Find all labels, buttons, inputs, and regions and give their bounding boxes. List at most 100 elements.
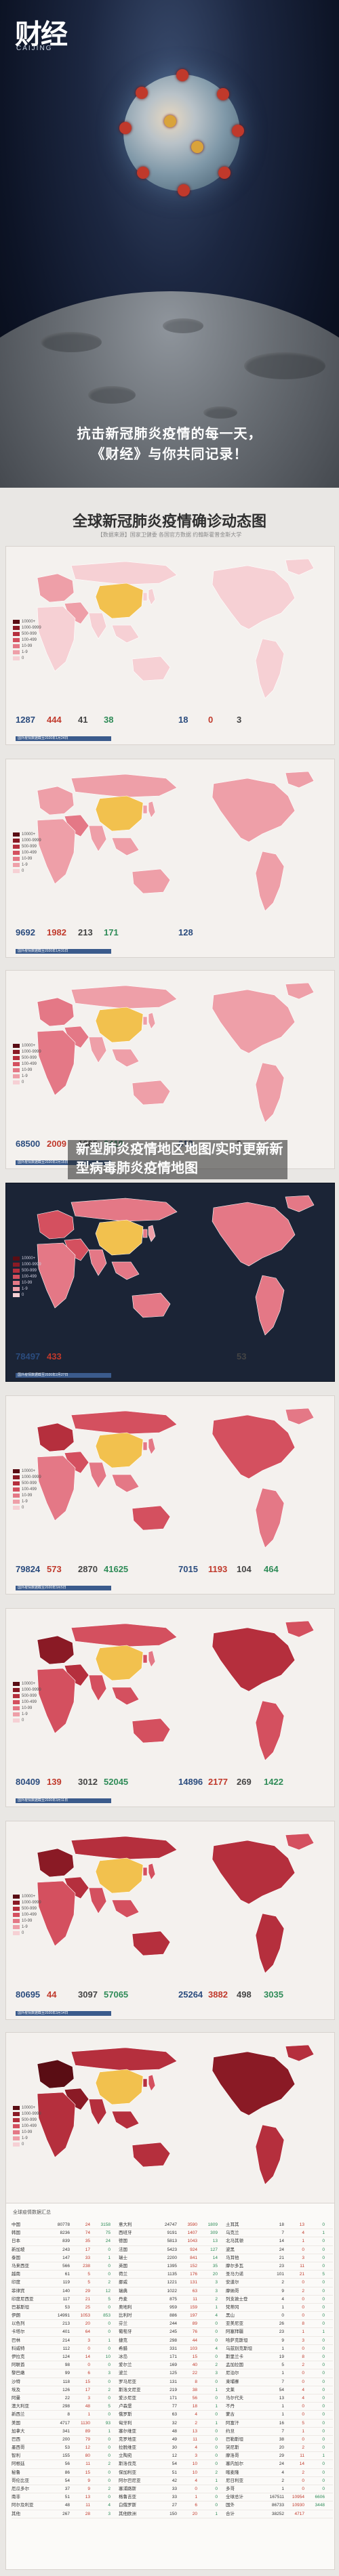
confirmed-cell: 959	[170, 2304, 177, 2310]
new-cell: 0	[302, 2371, 304, 2376]
confirmed-cell: 12	[172, 2453, 177, 2459]
legend-swatch	[13, 1907, 20, 1911]
confirmed-cell: 1	[281, 2412, 284, 2417]
table-row: 捷克 298 44 0	[119, 2337, 226, 2345]
legend-swatch	[13, 1494, 20, 1498]
legend-item: 500-999	[13, 2118, 51, 2122]
table-row: 斯里兰卡 19 8 0	[226, 2353, 333, 2362]
legend-item: 0	[13, 1506, 51, 1510]
stat-value: 68500	[16, 1139, 41, 1149]
legend-item: 0	[13, 2142, 51, 2147]
deaths-cell: 0	[108, 2470, 111, 2475]
new-cell: 11	[85, 2462, 90, 2467]
world-map	[10, 551, 330, 716]
table-row: 爱尔兰 169 40 2	[119, 2361, 226, 2370]
confirmed-cell: 112	[62, 2346, 70, 2351]
region-china	[95, 1219, 144, 1256]
stat-r1: 128	[178, 927, 193, 944]
stat-s1: 80695	[16, 1989, 40, 2006]
new-cell: 3590	[187, 2222, 197, 2227]
country-cell: 白俄罗斯	[119, 2503, 136, 2508]
legend-swatch	[13, 832, 20, 837]
deaths-cell: 0	[108, 2453, 111, 2459]
hero-banner: 财经 CAIJING 抗击新冠肺炎疫情的每一天， 《财经》与你共同记录！	[0, 0, 339, 488]
legend-item: 0	[13, 1931, 51, 1935]
confirmed-cell: 54	[64, 2478, 70, 2483]
legend-label: 1-9	[22, 1287, 28, 1291]
world-map	[10, 1613, 330, 1778]
stat-s3: 41	[78, 715, 87, 731]
new-cell: 4	[302, 2395, 304, 2401]
legend-swatch	[13, 1287, 20, 1291]
legend-swatch	[13, 1481, 20, 1485]
table-row: 英国 1395 152 35	[119, 2262, 226, 2271]
map-legend: 10000+ 1000-9999 500-999 100-499 10-99 1-9 0	[13, 2106, 51, 2149]
new-cell: 1	[302, 2428, 304, 2434]
region-india	[88, 1674, 107, 1702]
confirmed-cell: 98	[64, 2363, 70, 2368]
confirmed-cell: 331	[170, 2346, 177, 2351]
deaths-cell: 0	[108, 2272, 111, 2277]
confirmed-cell: 19	[279, 2355, 284, 2359]
deaths-cell: 12	[105, 2288, 111, 2294]
table-row: 尼泊尔 1 0 0	[226, 2369, 333, 2378]
stat-value: 79824	[16, 1564, 41, 1574]
country-cell: 亚美尼亚	[226, 2321, 243, 2327]
region-africa	[37, 1880, 76, 1947]
table-row: 白俄罗斯 27 6 0	[119, 2501, 226, 2510]
page-subtitle: 【数据来源】国家卫健委 各国官方数据 约翰斯霍普金斯大学	[97, 532, 242, 538]
confirmed-cell: 839	[62, 2239, 70, 2244]
country-cell: 丹麦	[119, 2296, 127, 2302]
stat-value: 80695	[16, 1989, 41, 2000]
table-row: 多哥 1 0 0	[226, 2485, 333, 2494]
map-panel: 10000+ 1000-9999 500-999 100-499 10-99 1-9 0 68…	[5, 970, 335, 1169]
deaths-cell: 2	[108, 2487, 111, 2491]
legend-label: 10-99	[22, 1281, 33, 1285]
legend-label: 1000-9999	[22, 1263, 41, 1267]
confirmed-cell: 99	[64, 2371, 70, 2376]
new-cell: 21	[85, 2296, 90, 2302]
legend-label: 10-99	[22, 644, 33, 648]
legend-swatch	[13, 1050, 20, 1054]
deaths-cell: 0	[108, 2495, 111, 2500]
country-cell: 马耳他	[226, 2255, 239, 2260]
confirmed-cell: 200	[62, 2436, 70, 2442]
deaths-cell: 0	[322, 2478, 325, 2483]
legend-swatch	[13, 1718, 20, 1723]
table-row: 泰国 147 33 1	[12, 2254, 119, 2262]
table-row: 其他欧洲 150 20 1	[119, 2510, 226, 2518]
legend-swatch	[13, 1500, 20, 1504]
deaths-cell: 0	[322, 2462, 325, 2467]
table-row: 中国 80778 24 3158	[12, 2221, 119, 2230]
news-title-overlay[interactable]: 新型肺炎疫情地区地图/实时更新新 型病毒肺炎疫情地图	[68, 1140, 287, 1179]
deaths-cell: 0	[322, 2304, 325, 2310]
confirmed-cell: 5813	[167, 2239, 177, 2244]
stat-r1: 25264	[178, 1989, 203, 2006]
confirmed-cell: 1	[281, 2346, 284, 2351]
stat-r3: 269	[237, 1777, 252, 1793]
deaths-cell: 0	[108, 2263, 111, 2268]
new-cell: 10954	[292, 2495, 304, 2500]
table-row: 葡萄牙 245 76 0	[119, 2328, 226, 2337]
deaths-cell: 1	[322, 2329, 325, 2335]
region-australia	[132, 1292, 171, 1318]
date-caption: 国外疫情数据截至2020年2月27日	[16, 1373, 111, 1378]
legend-swatch	[13, 626, 20, 630]
deaths-cell: 1	[215, 2304, 218, 2310]
table-row: 阿曼 22 3 0	[12, 2394, 119, 2403]
legend-swatch	[13, 638, 20, 642]
deaths-cell: 0	[215, 2487, 218, 2491]
legend-item: 1-9	[13, 650, 51, 654]
legend-item: 100-499	[13, 1275, 51, 1279]
caijing-logo-subtext: CAIJING	[16, 45, 53, 52]
legend-label: 10000+	[22, 1895, 36, 1899]
deaths-cell: 0	[322, 2363, 325, 2368]
country-cell: 柬埔寨	[226, 2379, 239, 2384]
legend-label: 500-999	[22, 632, 37, 636]
deaths-cell: 5	[108, 2296, 111, 2302]
legend-item: 100-499	[13, 638, 51, 642]
deaths-cell: 4	[215, 2346, 218, 2351]
deaths-cell: 0	[322, 2321, 325, 2327]
country-cell: 塞内加尔	[226, 2462, 243, 2467]
table-row: 其他 267 28 3	[12, 2510, 119, 2518]
